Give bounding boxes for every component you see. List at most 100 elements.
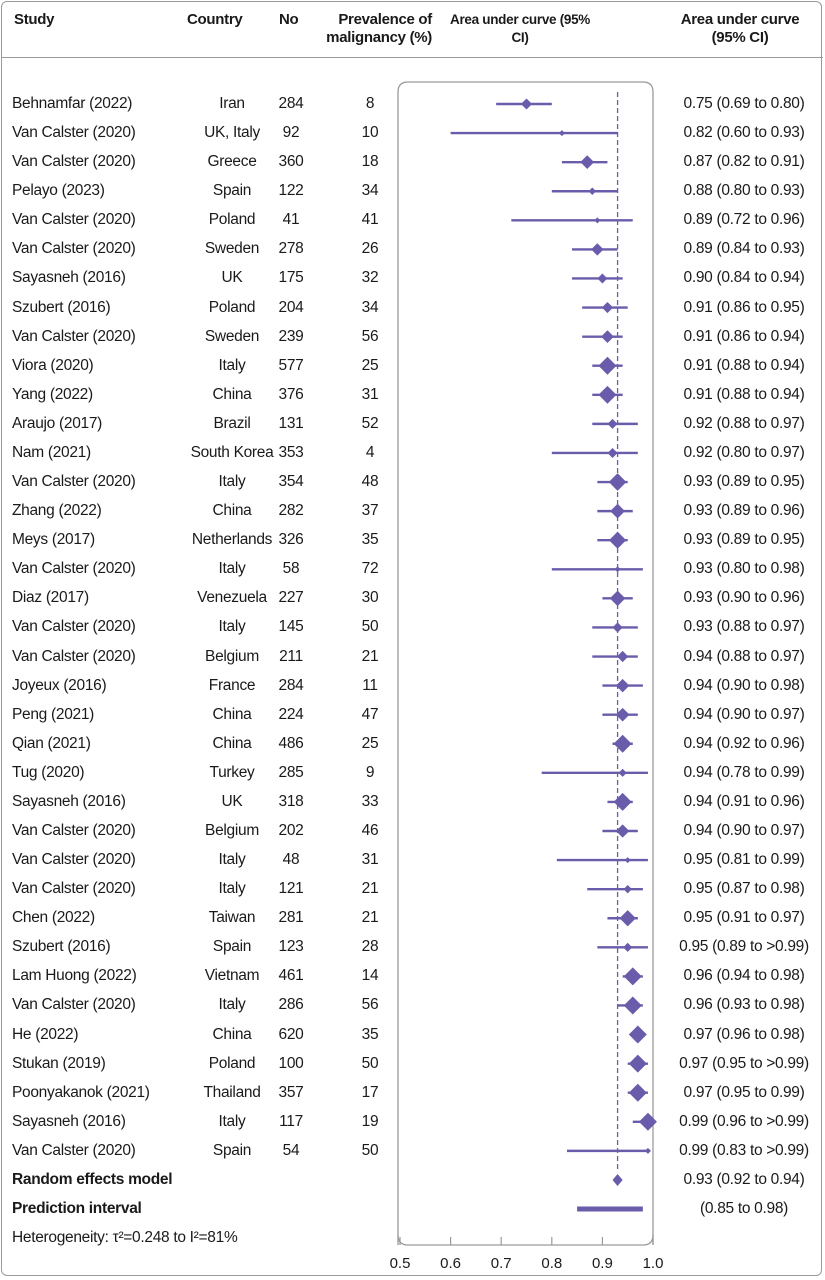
study-country: Spain [212,1141,252,1159]
study-country: Italy [218,473,246,491]
study-name: Lam Huong (2022) [12,967,137,985]
study-estimate: 0.97 (0.96 to 0.98) [683,1025,805,1043]
study-prevalence: 32 [361,269,379,287]
study-name: Van Calster (2020) [12,647,136,665]
study-prevalence: 72 [361,560,379,578]
header-prevalence: Prevalence of malignancy (%) [326,11,432,46]
study-n: 121 [278,880,304,898]
point-estimate-diamond [613,734,632,753]
x-axis-line [397,1234,654,1246]
study-prevalence: 56 [361,996,379,1014]
study-prevalence: 10 [361,124,379,142]
point-estimate-diamond [601,301,614,314]
point-estimate-diamond [610,503,625,519]
study-n: 285 [278,763,304,781]
study-estimate: 0.91 (0.86 to 0.94) [683,327,805,345]
study-country: Thailand [203,1083,261,1101]
study-country: Netherlands [191,531,273,549]
study-n: 117 [279,1112,303,1130]
study-name: Peng (2021) [12,705,95,723]
study-estimate: 0.99 (0.96 to >0.99) [679,1112,809,1130]
study-estimate: 0.96 (0.93 to 0.98) [683,996,805,1014]
study-country: France [208,676,256,694]
header-divider [1,57,823,58]
study-n: 284 [278,676,304,694]
study-estimate: 0.94 (0.90 to 0.97) [683,705,805,723]
x-tick-label: 0.6 [440,1255,461,1272]
x-tick-label: 0.5 [390,1255,411,1272]
study-n: 486 [278,734,304,752]
study-n: 360 [278,153,304,171]
point-estimate-diamond [623,967,642,986]
study-prevalence: 17 [361,1083,379,1101]
study-name: Van Calster (2020) [12,822,136,839]
study-estimate: 0.99 (0.83 to >0.99) [679,1141,809,1159]
study-prevalence: 31 [361,385,379,403]
study-prevalence: 25 [361,356,379,374]
study-country: China [212,734,252,752]
study-n: 286 [278,996,304,1014]
study-n: 354 [278,473,304,491]
study-n: 278 [278,240,304,258]
point-estimate-diamond [520,98,533,110]
study-name: Qian (2021) [12,734,91,752]
study-prevalence: 25 [361,734,379,752]
study-estimate: 0.95 (0.87 to 0.98) [683,880,805,898]
study-n: 357 [278,1083,304,1101]
study-name: Chen (2022) [12,909,95,927]
study-estimate: 0.95 (0.89 to >0.99) [679,938,809,956]
study-n: 227 [278,589,304,607]
point-estimate-diamond [614,566,621,573]
study-n: 202 [278,822,304,839]
point-estimate-diamond [613,792,632,811]
header-study: Study [14,11,55,28]
study-country: Italy [218,996,246,1014]
point-estimate-diamond [597,273,608,284]
study-name: Meys (2017) [12,531,95,549]
study-name: Viora (2020) [12,356,94,374]
study-n: 326 [278,531,304,549]
study-n: 145 [278,618,304,636]
study-n: 282 [278,502,304,520]
study-n: 204 [278,298,304,316]
study-n: 41 [282,211,300,229]
study-name: Van Calster (2020) [12,560,136,578]
study-name: Van Calster (2020) [12,124,136,142]
study-country: UK [221,269,243,287]
study-estimate: 0.94 (0.91 to 0.96) [683,792,805,810]
study-country: Turkey [209,763,255,781]
point-estimate-diamond [609,531,627,549]
study-prevalence: 50 [361,618,379,636]
study-country: Italy [218,560,246,578]
study-country: UK, Italy [204,124,260,142]
study-country: Belgium [205,647,259,665]
study-n: 92 [282,124,300,142]
study-name: Behnamfar (2022) [12,95,133,112]
study-country: Brazil [213,414,251,432]
study-country: South Korea [190,443,274,461]
study-country: China [212,502,252,520]
point-estimate-diamond [616,650,629,663]
study-country: Poland [208,298,256,316]
point-estimate-diamond [615,824,630,838]
point-estimate-diamond [580,155,595,170]
study-prevalence: 52 [361,414,379,432]
point-estimate-diamond [591,243,604,256]
x-tick-label: 0.9 [592,1255,613,1272]
study-n: 284 [278,95,304,112]
study-n: 281 [278,909,304,927]
study-country: China [212,705,252,723]
study-n: 318 [278,792,304,810]
study-estimate: 0.93 (0.89 to 0.96) [683,502,805,520]
point-estimate-diamond [638,1112,657,1131]
study-name: Van Calster (2020) [12,327,136,345]
study-prevalence: 18 [361,153,379,171]
study-prevalence: 21 [361,909,379,927]
study-prevalence: 35 [361,531,379,549]
plot-box [397,81,654,1245]
study-country: Italy [218,880,246,898]
pooled-estimate: 0.93 (0.92 to 0.94) [683,1170,805,1188]
